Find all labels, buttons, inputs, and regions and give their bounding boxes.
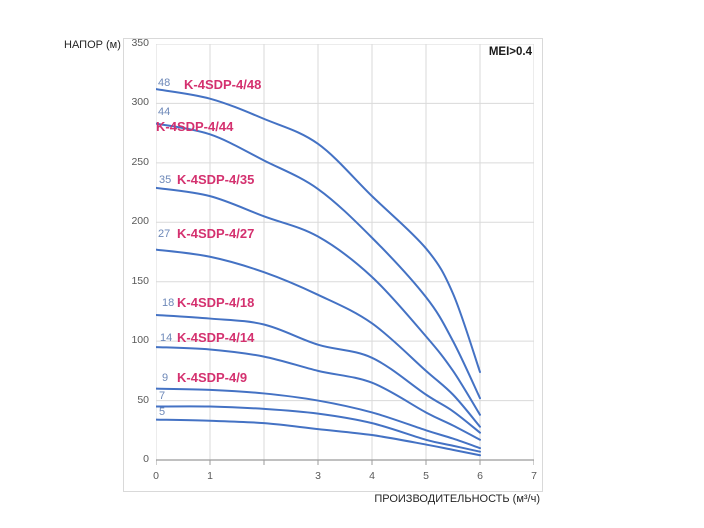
- curve-stage-label: 5: [159, 406, 166, 418]
- curve-name-label: K-4SDP-4/35: [177, 172, 255, 187]
- curve-name-label: K-4SDP-4/9: [177, 370, 248, 385]
- x-tick-label: 1: [207, 470, 213, 482]
- y-tick-label: 150: [131, 274, 149, 287]
- y-tick-label: 50: [137, 393, 149, 406]
- y-tick-label: 300: [131, 96, 149, 109]
- x-tick-label: 3: [315, 470, 321, 482]
- curve-name-label: K-4SDP-4/18: [177, 295, 255, 310]
- x-tick-label: 5: [423, 470, 429, 482]
- curve-stage-label: 14: [160, 332, 173, 344]
- mei-annotation: MEI>0.4: [488, 46, 532, 58]
- curve-stage-label: 35: [159, 174, 172, 186]
- y-tick-label: 200: [131, 215, 149, 228]
- y-tick-label: 100: [131, 334, 149, 347]
- y-tick-label: 250: [131, 155, 149, 168]
- x-tick-label: 6: [477, 470, 483, 482]
- x-tick-label: 4: [369, 470, 375, 482]
- curve-stage-label: 48: [158, 77, 171, 89]
- curve-name-label: K-4SDP-4/14: [177, 330, 255, 345]
- y-axis-title: НАПОР (м): [64, 39, 121, 51]
- curve-stage-label: 7: [159, 390, 166, 402]
- curve-stage-label: 18: [162, 297, 175, 309]
- x-tick-label: 7: [531, 470, 537, 482]
- curve-stage-label: 44: [158, 106, 171, 118]
- curve-stage-label: 9: [162, 372, 169, 384]
- x-tick-label: 0: [153, 470, 159, 482]
- y-tick-label: 350: [131, 37, 149, 49]
- chart-panel: MEI>0.4 0 50 100 150 200 250 300 350 0 1 3 4 5 6 7 48…: [123, 37, 543, 492]
- x-axis-title: ПРОИЗВОДИТЕЛЬНОСТЬ (м³/ч): [374, 493, 540, 505]
- curve-name-label: K-4SDP-4/27: [177, 226, 255, 241]
- curve-name-label: K-4SDP-4/44: [156, 119, 234, 134]
- plot-area: [156, 44, 534, 465]
- y-tick-label: 0: [143, 453, 149, 465]
- curve-stage-label: 27: [158, 228, 171, 240]
- curve-name-label: K-4SDP-4/48: [184, 77, 262, 92]
